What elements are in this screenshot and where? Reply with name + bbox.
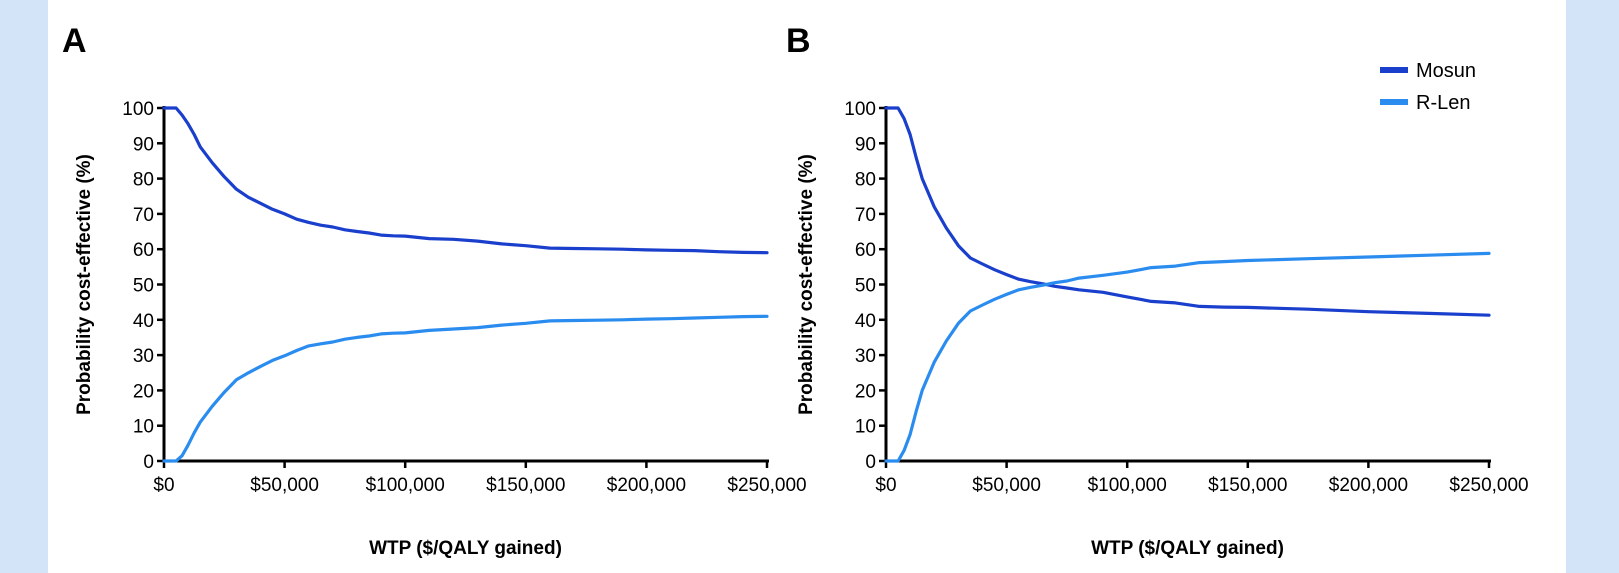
chart-b-y-tick-label: 90 [855, 134, 876, 155]
chart-a-y-tick-label: 60 [133, 240, 154, 261]
chart-b-y-tick-label: 80 [855, 170, 876, 191]
chart-b-legend-label-r-len: R-Len [1416, 92, 1470, 114]
chart-a-y-tick-label: 80 [133, 170, 154, 191]
chart-a-x-tick-label: $0 [153, 475, 174, 496]
chart-b-legend-label-mosun: Mosun [1416, 60, 1476, 82]
chart-b-y-tick-label: 30 [855, 346, 876, 367]
chart-a-y-tick-label: 30 [133, 346, 154, 367]
chart-a-x-tick-label: $250,000 [727, 475, 806, 496]
chart-a-x-tick-label: $200,000 [607, 475, 686, 496]
chart-a: A 0 10 20 30 40 50 60 70 80 90 100 $0 $50,000 $100,000… [62, 22, 807, 559]
chart-b-x-tick-label: $150,000 [1208, 475, 1287, 496]
chart-b-r-len-line [884, 251, 1491, 463]
chart-a-panel-letter: A [62, 22, 87, 60]
chart-b-y-tick-label: 70 [855, 205, 876, 226]
chart-b-x-tick-label: $250,000 [1449, 475, 1528, 496]
chart-b-x-axis-title: WTP ($/QALY gained) [1091, 538, 1284, 559]
figure-panel [48, 0, 1566, 573]
chart-a-x-axis-title: WTP ($/QALY gained) [369, 538, 562, 559]
chart-b-x-tick-label: $50,000 [972, 475, 1041, 496]
chart-b-y-tick-label: 40 [855, 311, 876, 332]
chart-a-x-tick-label: $150,000 [486, 475, 565, 496]
chart-a-x-tick-label: $100,000 [366, 475, 445, 496]
chart-a-y-tick-label: 10 [133, 417, 154, 438]
chart-b-y-tick-label: 20 [855, 381, 876, 402]
chart-b-y-tick-label: 50 [855, 276, 876, 297]
chart-b-mosun-line [884, 106, 1491, 317]
chart-b-x-tick-label: $200,000 [1329, 475, 1408, 496]
chart-a-y-tick-label: 0 [143, 452, 154, 473]
chart-a-series-2-line [162, 314, 769, 463]
chart-a-x-tick-label: $50,000 [250, 475, 319, 496]
chart-b: B 0 10 20 30 40 50 60 70 80 90 100 $0 $50,000 $100,000… [786, 22, 1529, 559]
chart-a-y-tick-label: 90 [133, 134, 154, 155]
chart-a-y-tick-label: 50 [133, 276, 154, 297]
chart-a-y-axis-title: Probability cost-effective (%) [74, 154, 95, 415]
chart-b-y-tick-label: 10 [855, 417, 876, 438]
chart-b-y-tick-label: 60 [855, 240, 876, 261]
chart-b-y-axis-title: Probability cost-effective (%) [796, 154, 817, 415]
chart-a-series-1-line [162, 106, 769, 255]
chart-a-y-tick-label: 70 [133, 205, 154, 226]
chart-a-y-tick-label: 40 [133, 311, 154, 332]
chart-a-y-tick-label: 20 [133, 381, 154, 402]
chart-a-y-tick-label: 100 [122, 99, 154, 120]
chart-b-x-tick-label: $0 [875, 475, 896, 496]
chart-b-y-tick-label: 0 [865, 452, 876, 473]
chart-b-y-tick-label: 100 [844, 99, 876, 120]
chart-b-x-tick-label: $100,000 [1088, 475, 1167, 496]
chart-b-panel-letter: B [786, 22, 811, 60]
